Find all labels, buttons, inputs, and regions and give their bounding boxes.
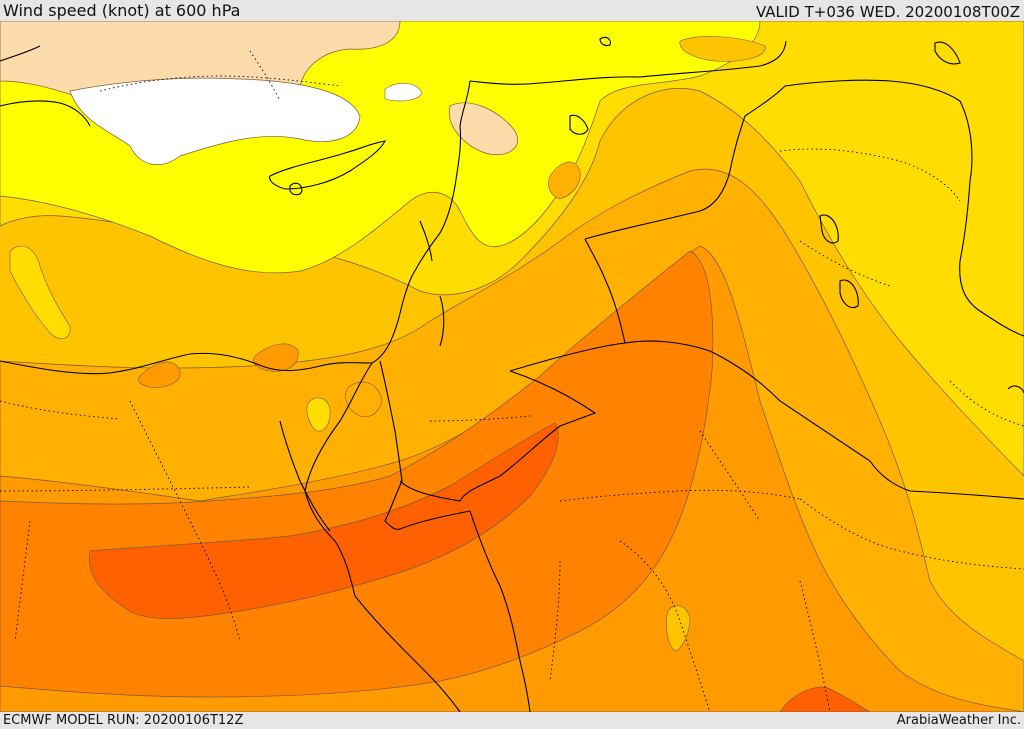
contour-blob-3 bbox=[345, 381, 383, 417]
map-title: Wind speed (knot) at 600 hPa bbox=[3, 1, 241, 20]
contour-blob-8 bbox=[679, 36, 766, 62]
field-peach-small bbox=[448, 102, 518, 155]
contour-blob-1 bbox=[9, 245, 71, 339]
field-red-orange bbox=[88, 422, 559, 619]
credit-label: ArabiaWeather Inc. bbox=[896, 713, 1021, 728]
contour-blob-6 bbox=[138, 361, 181, 388]
contour-blob-4 bbox=[666, 605, 691, 652]
footer-bar: ECMWF MODEL RUN: 20200106T12Z ArabiaWeat… bbox=[0, 712, 1024, 729]
wind-speed-map[interactable] bbox=[0, 21, 1024, 712]
field-white-calm bbox=[69, 77, 361, 165]
header-bar: Wind speed (knot) at 600 hPa VALID T+036… bbox=[0, 0, 1024, 21]
contour-blob-5 bbox=[548, 161, 581, 200]
field-white-small bbox=[384, 82, 423, 102]
valid-time: VALID T+036 WED. 20200108T00Z bbox=[755, 3, 1020, 21]
contour-blob-7 bbox=[253, 343, 299, 372]
dotted-borders bbox=[0, 50, 1024, 712]
contour-blob-2 bbox=[306, 397, 331, 432]
model-run-label: ECMWF MODEL RUN: 20200106T12Z bbox=[3, 713, 244, 728]
coastlines bbox=[0, 36, 1024, 712]
